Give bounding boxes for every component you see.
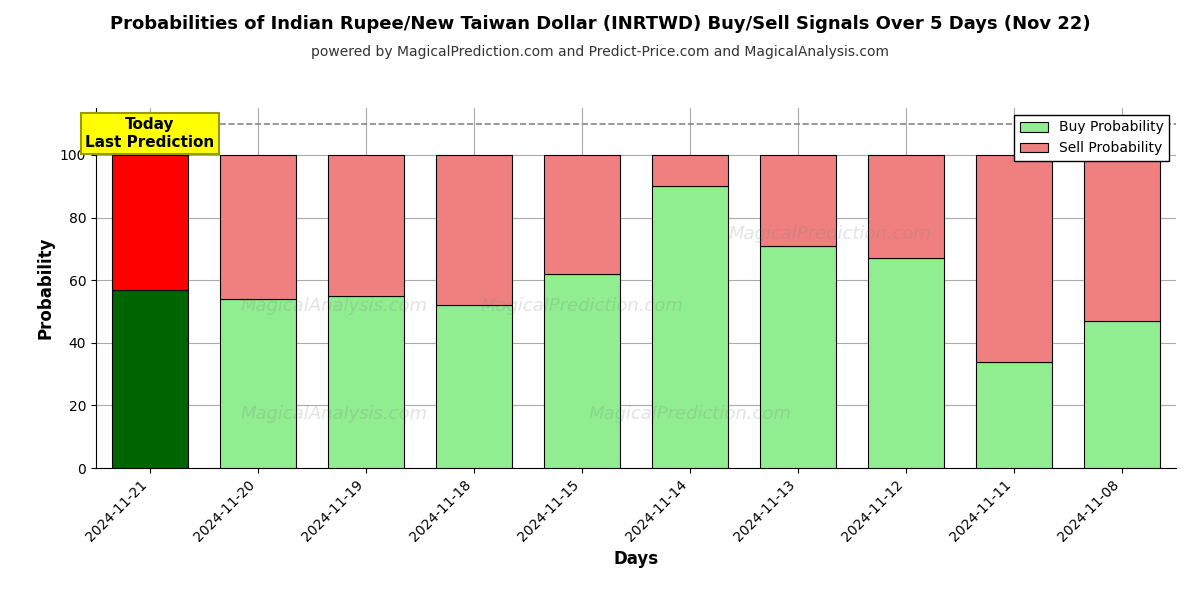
Text: Probabilities of Indian Rupee/New Taiwan Dollar (INRTWD) Buy/Sell Signals Over 5: Probabilities of Indian Rupee/New Taiwan… (109, 15, 1091, 33)
Bar (329, 155, 403, 296)
Bar (1085, 155, 1159, 321)
Bar (113, 155, 188, 290)
Legend: Buy Probability, Sell Probability: Buy Probability, Sell Probability (1014, 115, 1169, 161)
Text: MagicalAnalysis.com: MagicalAnalysis.com (240, 297, 427, 315)
Bar (977, 155, 1051, 362)
Bar (869, 258, 944, 468)
Text: Today
Last Prediction: Today Last Prediction (85, 118, 215, 150)
Text: MagicalPrediction.com: MagicalPrediction.com (728, 225, 932, 243)
Bar (545, 274, 619, 468)
Bar (653, 155, 728, 186)
Bar (545, 155, 619, 274)
Bar (437, 155, 512, 305)
Bar (761, 246, 836, 468)
Bar (221, 299, 296, 468)
Bar (221, 155, 296, 299)
X-axis label: Days: Days (613, 550, 659, 568)
Bar (761, 155, 836, 246)
Text: MagicalPrediction.com: MagicalPrediction.com (480, 297, 684, 315)
Bar (869, 155, 944, 258)
Bar (977, 362, 1051, 468)
Text: MagicalAnalysis.com: MagicalAnalysis.com (240, 405, 427, 423)
Text: MagicalPrediction.com: MagicalPrediction.com (588, 405, 792, 423)
Text: powered by MagicalPrediction.com and Predict-Price.com and MagicalAnalysis.com: powered by MagicalPrediction.com and Pre… (311, 45, 889, 59)
Bar (437, 305, 512, 468)
Bar (329, 296, 403, 468)
Bar (1085, 321, 1159, 468)
Y-axis label: Probability: Probability (36, 237, 54, 339)
Bar (653, 186, 728, 468)
Bar (113, 290, 188, 468)
